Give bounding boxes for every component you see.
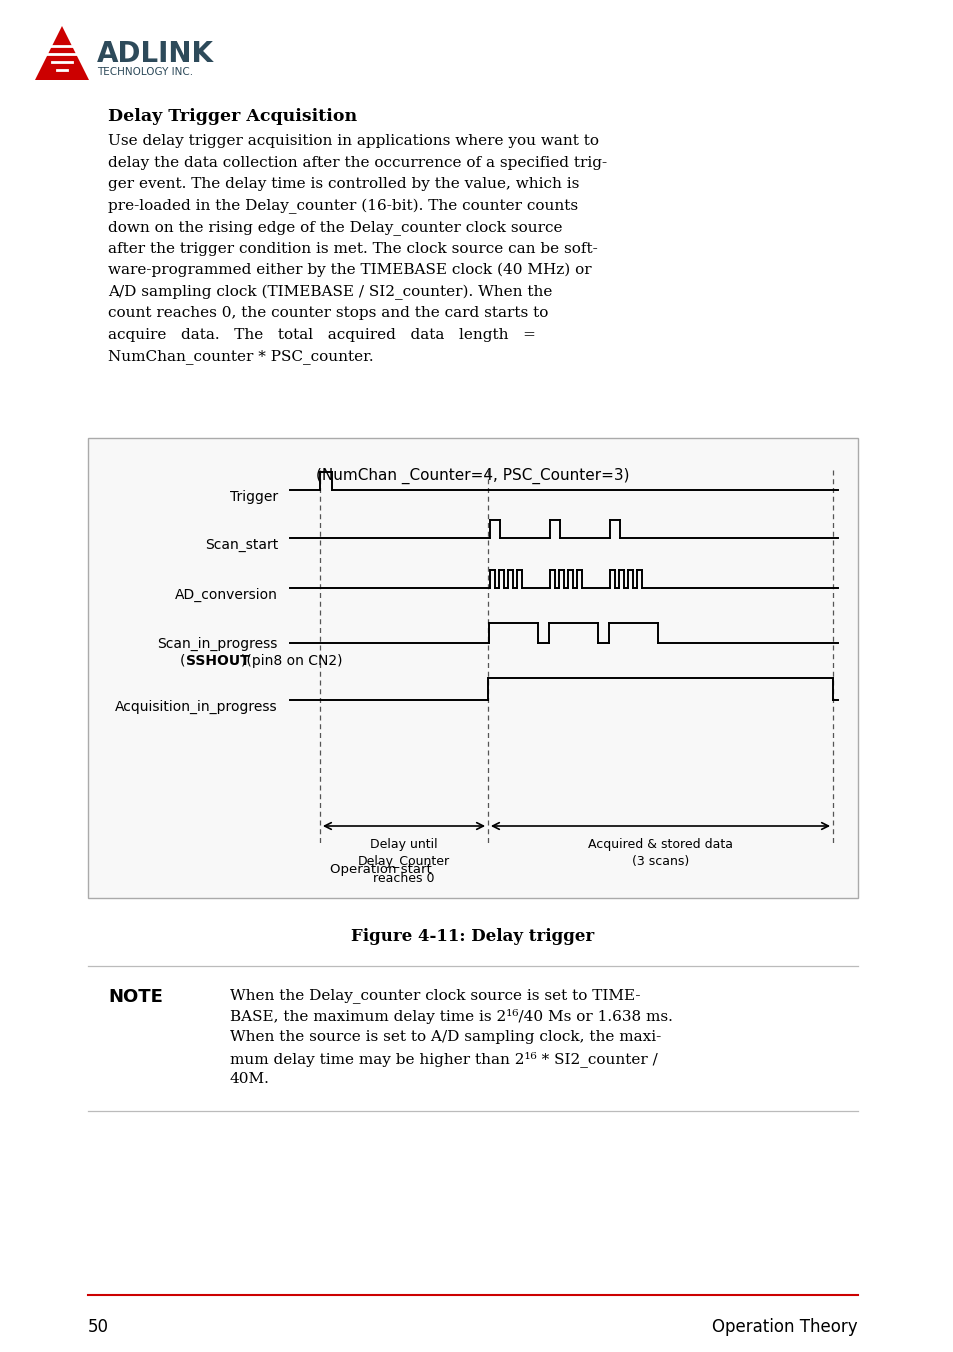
Text: NumChan_counter * PSC_counter.: NumChan_counter * PSC_counter.	[108, 349, 374, 364]
Text: BASE, the maximum delay time is 2¹⁶/40 Ms or 1.638 ms.: BASE, the maximum delay time is 2¹⁶/40 M…	[230, 1009, 672, 1023]
Text: 40M.: 40M.	[230, 1072, 270, 1086]
Text: SSHOUT: SSHOUT	[186, 654, 250, 668]
Text: NOTE: NOTE	[108, 988, 163, 1006]
Text: Scan_in_progress: Scan_in_progress	[157, 637, 277, 652]
Text: Trigger: Trigger	[230, 489, 277, 504]
Text: A/D sampling clock (TIMEBASE / SI2_counter). When the: A/D sampling clock (TIMEBASE / SI2_count…	[108, 284, 552, 300]
Text: When the Delay_counter clock source is set to TIME-: When the Delay_counter clock source is s…	[230, 988, 639, 1003]
Text: Figure 4-11: Delay trigger: Figure 4-11: Delay trigger	[351, 927, 594, 945]
Text: Delay until
Delay_Counter
reaches 0: Delay until Delay_Counter reaches 0	[357, 838, 450, 886]
Text: ger event. The delay time is controlled by the value, which is: ger event. The delay time is controlled …	[108, 177, 578, 191]
Text: delay the data collection after the occurrence of a specified trig-: delay the data collection after the occu…	[108, 155, 606, 169]
Text: acquire   data.   The   total   acquired   data   length   =: acquire data. The total acquired data le…	[108, 327, 536, 342]
Text: Acquisition_in_progress: Acquisition_in_progress	[115, 700, 277, 714]
Text: mum delay time may be higher than 2¹⁶ * SI2_counter /: mum delay time may be higher than 2¹⁶ * …	[230, 1051, 657, 1067]
Text: )(pin8 on CN2): )(pin8 on CN2)	[241, 654, 342, 668]
Text: Operation Theory: Operation Theory	[712, 1318, 857, 1336]
Text: down on the rising edge of the Delay_counter clock source: down on the rising edge of the Delay_cou…	[108, 220, 562, 235]
Text: AD_conversion: AD_conversion	[175, 588, 277, 602]
Text: Use delay trigger acquisition in applications where you want to: Use delay trigger acquisition in applica…	[108, 134, 598, 147]
Text: count reaches 0, the counter stops and the card starts to: count reaches 0, the counter stops and t…	[108, 306, 548, 320]
Text: When the source is set to A/D sampling clock, the maxi-: When the source is set to A/D sampling c…	[230, 1030, 660, 1044]
Text: Acquired & stored data
(3 scans): Acquired & stored data (3 scans)	[587, 838, 732, 868]
Polygon shape	[35, 26, 89, 80]
Text: 50: 50	[88, 1318, 109, 1336]
Bar	[88, 438, 857, 898]
Text: TECHNOLOGY INC.: TECHNOLOGY INC.	[97, 68, 193, 77]
Text: after the trigger condition is met. The clock source can be soft-: after the trigger condition is met. The …	[108, 242, 598, 256]
Text: ADLINK: ADLINK	[97, 41, 213, 68]
Text: (NumChan _Counter=4, PSC_Counter=3): (NumChan _Counter=4, PSC_Counter=3)	[315, 468, 629, 484]
Text: ware-programmed either by the TIMEBASE clock (40 MHz) or: ware-programmed either by the TIMEBASE c…	[108, 264, 591, 277]
Text: (: (	[180, 654, 185, 668]
Text: Delay Trigger Acquisition: Delay Trigger Acquisition	[108, 108, 356, 124]
Text: Operation start: Operation start	[330, 863, 432, 876]
Text: Scan_start: Scan_start	[205, 538, 277, 552]
Text: pre-loaded in the Delay_counter (16-bit). The counter counts: pre-loaded in the Delay_counter (16-bit)…	[108, 199, 578, 214]
